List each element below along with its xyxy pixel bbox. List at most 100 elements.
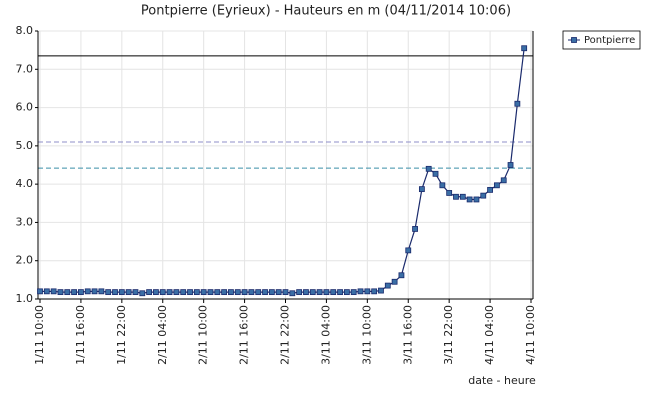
data-point: [193, 289, 200, 296]
data-point: [125, 289, 132, 296]
legend-box: [562, 30, 641, 50]
y-tick-label: 6.0: [16, 101, 34, 114]
data-point: [487, 186, 493, 193]
data-point: [37, 288, 43, 295]
data-point: [78, 289, 84, 296]
data-point: [221, 289, 228, 296]
data-point: [71, 289, 77, 296]
data-point: [412, 226, 418, 232]
data-point: [425, 165, 432, 172]
data-point: [248, 289, 255, 296]
data-point: [303, 289, 309, 296]
x-tick-label: 1/11 10:00: [33, 305, 46, 365]
data-point: [180, 289, 187, 296]
x-tick-label: 1/11 16:00: [74, 305, 87, 365]
data-point: [132, 289, 139, 296]
data-point: [43, 288, 50, 295]
data-point: [200, 289, 207, 296]
data-point: [296, 289, 303, 296]
x-tick-label: 2/11 10:00: [197, 305, 210, 365]
data-point: [159, 289, 166, 296]
data-point: [289, 290, 296, 297]
data-point: [64, 289, 71, 296]
x-tick-label: 2/11 04:00: [156, 305, 169, 365]
data-point: [309, 289, 316, 296]
data-point: [50, 288, 57, 295]
data-point: [473, 196, 480, 203]
x-tick-label: 4/11 10:00: [524, 305, 537, 365]
data-point: [139, 290, 146, 297]
data-point: [316, 289, 323, 296]
legend-label: Pontpierre: [584, 35, 635, 46]
x-tick-label: 1/11 22:00: [115, 305, 128, 365]
data-point: [91, 288, 98, 295]
y-tick-label: 5.0: [16, 139, 34, 152]
data-point: [343, 289, 350, 296]
data-point: [105, 289, 112, 296]
y-tick-label: 3.0: [16, 215, 34, 228]
data-point: [98, 288, 105, 295]
data-point: [405, 247, 412, 254]
data-point: [207, 289, 214, 296]
data-point: [118, 289, 125, 296]
data-point: [466, 196, 473, 203]
data-point: [146, 289, 153, 296]
data-point: [378, 287, 384, 294]
data-point: [459, 193, 466, 200]
data-point: [384, 282, 391, 289]
data-point: [357, 288, 364, 295]
data-point: [350, 289, 357, 296]
y-tick-label: 7.0: [16, 62, 34, 75]
data-point: [262, 289, 268, 296]
data-point: [432, 170, 439, 177]
data-point: [282, 289, 289, 296]
x-tick-label: 3/11 10:00: [360, 305, 373, 365]
data-point: [214, 289, 221, 296]
data-point: [494, 182, 500, 189]
data-point: [330, 289, 337, 296]
data-point: [173, 289, 180, 296]
x-axis-label: date - heure: [468, 374, 536, 387]
data-point: [514, 100, 521, 107]
data-point: [371, 288, 378, 295]
data-point: [323, 289, 330, 296]
y-tick-label: 4.0: [16, 177, 34, 190]
data-point: [255, 289, 262, 296]
data-point: [500, 177, 507, 184]
data-point: [480, 192, 487, 199]
data-point: [398, 272, 405, 279]
chart-title: Pontpierre (Eyrieux) - Hauteurs en m (04…: [141, 4, 511, 19]
data-point: [84, 288, 91, 295]
x-tick-label: 4/11 04:00: [483, 305, 496, 365]
data-line: [40, 48, 525, 294]
legend-marker: [571, 37, 577, 43]
data-point: [166, 289, 173, 296]
data-point: [187, 289, 193, 296]
y-tick-label: 2.0: [16, 254, 34, 267]
data-point: [364, 288, 371, 295]
data-point: [153, 289, 159, 296]
y-tick-label: 1.0: [16, 292, 34, 305]
data-point: [234, 289, 241, 296]
data-point: [391, 278, 398, 285]
x-tick-label: 3/11 04:00: [319, 305, 332, 365]
data-point: [228, 289, 234, 296]
data-point: [507, 162, 514, 168]
data-point: [112, 289, 118, 296]
data-point: [241, 289, 248, 296]
data-point: [418, 186, 425, 193]
data-point: [268, 289, 275, 296]
data-point: [57, 289, 64, 296]
data-point: [439, 182, 446, 189]
data-point: [337, 289, 343, 296]
data-point: [275, 289, 282, 296]
x-tick-label: 2/11 16:00: [238, 305, 251, 365]
data-point: [453, 193, 459, 200]
data-point: [446, 190, 453, 196]
data-point: [521, 45, 528, 52]
x-tick-label: 3/11 16:00: [401, 305, 414, 365]
x-tick-label: 2/11 22:00: [279, 305, 292, 365]
y-tick-label: 8.0: [16, 24, 34, 37]
x-tick-label: 3/11 22:00: [442, 305, 455, 365]
